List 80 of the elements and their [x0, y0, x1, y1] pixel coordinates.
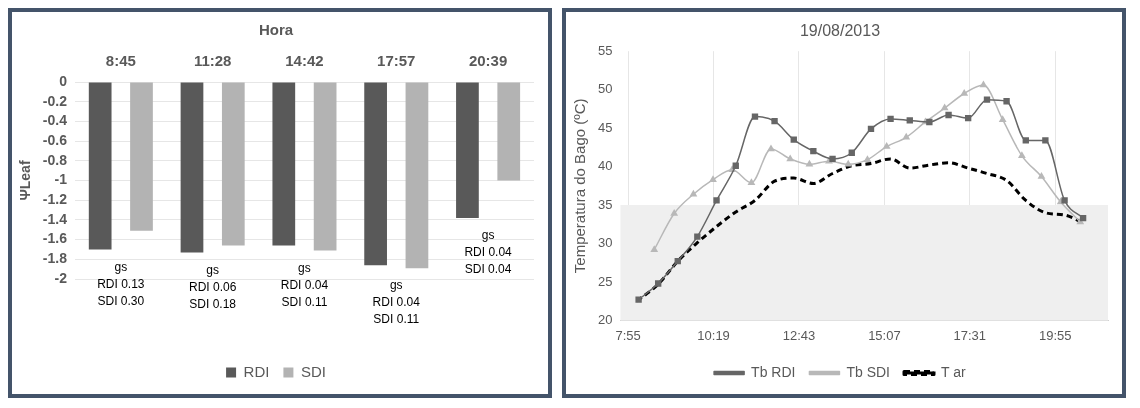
- point: [767, 144, 775, 152]
- y-tick-label: -0.8: [42, 151, 68, 168]
- x-tick-label: 14:42: [285, 52, 324, 70]
- legend-label: RDI: [243, 362, 270, 380]
- y-tick-label: 40: [597, 158, 613, 174]
- point: [902, 132, 911, 140]
- x-tick-label: 12:43: [782, 327, 816, 343]
- x-tick-label: 17:57: [377, 52, 416, 70]
- point: [810, 148, 817, 155]
- y-axis-title: ΨLeaf: [17, 160, 34, 201]
- point: [786, 154, 795, 162]
- annotation: gs RDI 0.04 SDI 0.11: [280, 260, 329, 309]
- point: [906, 117, 913, 124]
- x-tick-label: 11:28: [193, 52, 232, 70]
- point: [887, 115, 894, 123]
- y-tick-label: 0: [59, 72, 68, 89]
- annotation: gs RDI 0.13 SDI 0.30: [97, 259, 145, 308]
- point: [979, 80, 988, 88]
- point: [998, 115, 1007, 122]
- x-tick-label: 19:55: [1038, 327, 1072, 343]
- annotation: gs RDI 0.04 SDI 0.11: [372, 278, 421, 327]
- point: [1017, 151, 1026, 159]
- legend-label: Tb SDI: [846, 363, 891, 380]
- x-tick-label: 17:31: [953, 327, 987, 343]
- x-tick-label: 7:55: [615, 327, 641, 343]
- point: [713, 197, 720, 204]
- y-tick-label: -1.4: [42, 210, 68, 227]
- y-tick-label: -0.4: [42, 112, 68, 129]
- y-tick-label: 35: [597, 196, 613, 212]
- point: [670, 208, 679, 216]
- point: [1022, 137, 1029, 144]
- chart-title: 19/08/2013: [799, 22, 881, 40]
- annotation: gs RDI 0.06 SDI 0.18: [188, 262, 237, 311]
- point: [805, 159, 814, 167]
- point: [1003, 98, 1010, 105]
- point: [1042, 137, 1049, 144]
- point: [960, 89, 969, 96]
- point: [709, 175, 717, 182]
- y-tick-label: -2: [54, 269, 68, 286]
- y-axis-title: Temperatura do Bago (ºC): [571, 98, 589, 274]
- point: [926, 118, 933, 126]
- point: [747, 178, 756, 185]
- point: [694, 233, 701, 240]
- point: [751, 113, 759, 120]
- point: [983, 96, 991, 103]
- y-tick-label: 50: [597, 81, 613, 97]
- point: [867, 125, 875, 133]
- x-tick-label: 20:39: [468, 52, 508, 70]
- legend-label: Tb RDI: [751, 363, 796, 380]
- y-tick-label: 45: [597, 119, 613, 135]
- point: [635, 296, 642, 303]
- x-tick-label: 8:45: [105, 52, 136, 70]
- y-tick-label: 30: [597, 235, 613, 251]
- point: [844, 159, 853, 167]
- point: [689, 189, 698, 197]
- x-tick-label: 10:19: [697, 327, 730, 343]
- legend-label: SDI: [300, 362, 326, 380]
- y-tick-label: 20: [597, 311, 613, 327]
- y-tick-label: 55: [597, 42, 613, 58]
- point: [829, 155, 836, 163]
- point: [655, 280, 662, 287]
- chart-title: Hora: [258, 21, 294, 39]
- point: [1037, 172, 1046, 179]
- y-tick-label: -1.2: [42, 191, 68, 208]
- y-tick-label: -0.2: [42, 92, 68, 109]
- y-tick-label: -1.6: [42, 230, 68, 247]
- point: [1061, 197, 1068, 204]
- point: [790, 136, 797, 143]
- y-tick-label: -1.8: [42, 250, 68, 267]
- point: [771, 118, 778, 125]
- y-tick-label: -1: [54, 171, 68, 188]
- point: [945, 111, 952, 119]
- point: [863, 155, 872, 162]
- y-tick-label: -0.6: [42, 131, 68, 148]
- point: [882, 142, 891, 149]
- x-tick-label: 15:07: [868, 327, 901, 343]
- annotation: gs RDI 0.04 SDI 0.04: [464, 228, 513, 277]
- legend-label: T ar: [941, 363, 966, 380]
- y-tick-label: 25: [597, 273, 613, 289]
- point: [650, 245, 659, 252]
